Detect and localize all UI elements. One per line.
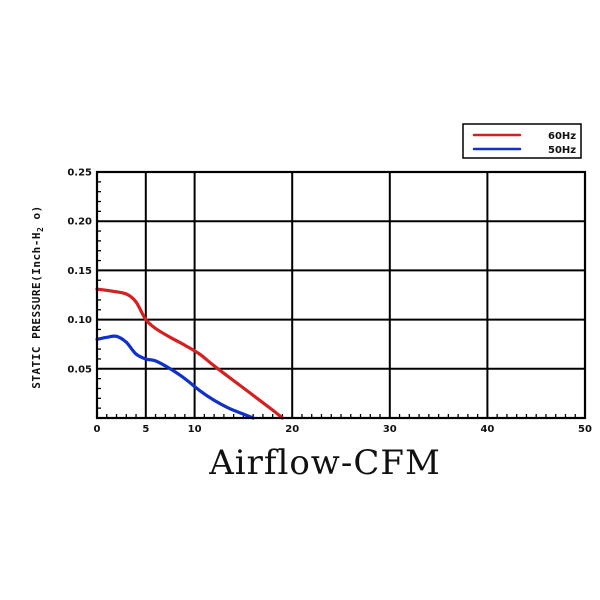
x-tick-label: 30 <box>383 424 397 435</box>
x-tick-label: 5 <box>142 424 149 435</box>
minor-ticks <box>97 181 576 418</box>
legend: 60Hz 50Hz <box>462 123 582 159</box>
x-tick-label: 20 <box>285 424 299 435</box>
grid-lines <box>97 172 585 418</box>
x-tick-label: 10 <box>188 424 202 435</box>
x-tick-label: 40 <box>480 424 494 435</box>
x-axis-label: Airflow-CFM <box>208 443 441 483</box>
y-axis-label: STATIC PRESSURE(Inch-H2 o) <box>30 205 45 388</box>
series-line-50hz <box>95 334 255 420</box>
series-layer <box>95 287 284 420</box>
legend-label-50hz: 50Hz <box>548 145 576 156</box>
y-tick-label: 0.15 <box>67 266 92 277</box>
plot-frame <box>95 170 587 420</box>
y-tick-label: 0.05 <box>67 364 92 375</box>
y-tick-label: 0.20 <box>67 217 92 228</box>
series-line-60hz <box>95 287 284 420</box>
y-tick-label: 0.25 <box>67 168 92 179</box>
x-tick-label: 50 <box>578 424 592 435</box>
y-tick-label: 0.10 <box>67 315 92 326</box>
x-tick-label: 0 <box>94 424 101 435</box>
legend-label-60hz: 60Hz <box>548 131 576 142</box>
legend-box <box>462 123 582 159</box>
x-tick-labels: 0 5 10 20 30 40 50 <box>94 424 592 435</box>
y-tick-labels: 0.05 0.10 0.15 0.20 0.25 <box>67 168 92 376</box>
